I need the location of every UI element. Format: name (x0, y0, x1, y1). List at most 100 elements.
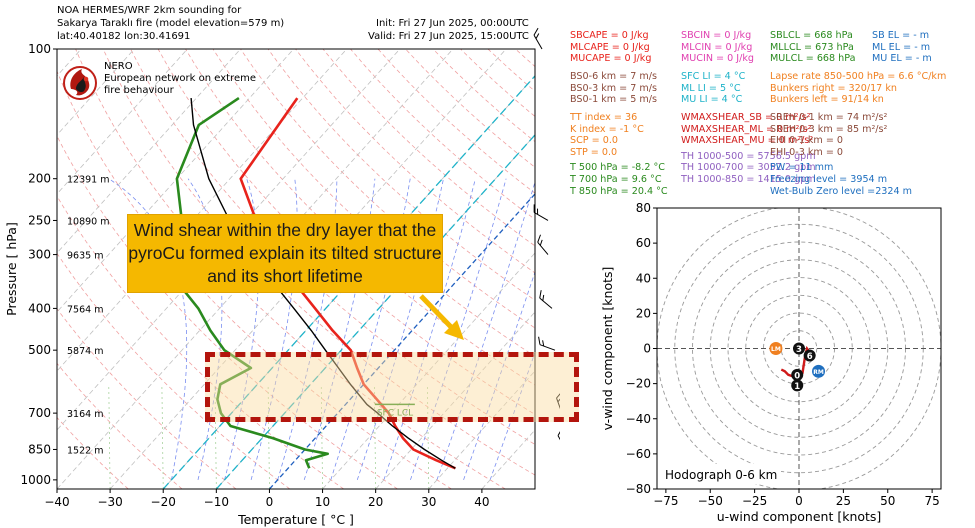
hodograph-marker-label: 0 (794, 371, 800, 381)
stat-line: SBCIN = 0 J/kg (681, 30, 752, 41)
nero-name: NERO (104, 61, 133, 72)
moist-adiabat-line (356, 178, 444, 481)
hodograph-y-tick-label: 0 (643, 342, 651, 356)
stat-line: SREH 0-1 km = 74 m²/s² (770, 111, 888, 123)
height-label: 1522 m (67, 445, 103, 456)
moist-adiabat-line (489, 351, 535, 481)
sounding-title-line1: NOA HERMES/WRF 2km sounding for (57, 5, 242, 16)
x-tick-label: −20 (151, 495, 176, 509)
stat-line: PW = 11 mm (770, 162, 834, 174)
hodograph-marker (791, 379, 804, 392)
wind-barb-shaft (556, 397, 560, 414)
stat-line: BS0-3 km = 7 m/s (570, 82, 657, 94)
moist-adiabat-line (436, 180, 535, 481)
stat-line: MLCIN = 0 J/kg (681, 41, 753, 53)
stat-line: BS0-6 km = 7 m/s (570, 70, 657, 82)
wind-shear-callout: Wind shear within the dry layer that the… (127, 214, 443, 293)
isotherm-line (109, 49, 507, 489)
hodograph-x-axis-label: u-wind component [knots] (717, 509, 882, 524)
sounding-title-line2: Sakarya Taraklı fire (model elevation=57… (57, 18, 285, 29)
isotherm-line (57, 49, 401, 431)
hodograph-y-tick-label: 20 (636, 306, 651, 320)
stat-line: MU LI = 4 °C (681, 94, 743, 106)
stat-line: T 500 hPa = -8.2 °C (570, 162, 665, 174)
hodograph-y-tick-label: 60 (636, 236, 651, 250)
stat-line: MUCAPE = 0 J/kg (570, 53, 652, 65)
wind-barb-icon (539, 290, 553, 309)
stat-line: T 700 hPa = 9.6 °C (570, 173, 662, 185)
dry-adiabat-line (57, 70, 452, 489)
dry-adiabat-line (322, 49, 535, 247)
wind-barb-shaft (557, 435, 560, 450)
stat-line: SBLCL = 668 hPa (770, 30, 853, 41)
stat-line: SCP = 0.0 (570, 135, 618, 147)
isotherm-line (57, 49, 454, 489)
hodograph-marker (791, 368, 804, 381)
wind-barb-flag (542, 294, 545, 301)
stat-line: Lapse rate 850-500 hPa = 6.6 °C/km (770, 70, 947, 82)
hodograph-marker-label: RM (813, 369, 824, 376)
stat-line: TT index = 36 (570, 111, 638, 123)
isotherm-line (534, 488, 535, 489)
dry-adiabat-line (57, 252, 291, 489)
x-tick-label: −40 (44, 495, 69, 509)
height-label: 9635 m (67, 251, 103, 262)
wind-barb-flag (537, 234, 541, 243)
hodograph-y-axis-label: v-wind component [knots] (600, 267, 615, 431)
stat-line: Bunkers right = 320/17 kn (770, 82, 897, 94)
lcl-label: SFC LCL (377, 408, 413, 418)
x-tick-label: −30 (97, 495, 122, 509)
wind-barb-flag (533, 204, 535, 213)
stat-line: TH 1000-500 = 5756.5 gpm (681, 150, 816, 162)
stat-line: SFC LI = 4 °C (681, 70, 746, 82)
hodograph-marker (812, 364, 826, 378)
hodograph-x-tick-label: 0 (795, 494, 803, 508)
stat-line: MLCAPE = 0 J/kg (570, 41, 650, 53)
stat-line: TH 1000-700 = 3052.2 gpm (681, 162, 816, 174)
stat-line: WMAXSHEAR_ML = 0 m²/s² (681, 123, 812, 135)
dry-adiabat-line (487, 49, 535, 92)
wind-barb-icon (533, 27, 543, 50)
hodograph-marker-label: LM (771, 346, 781, 353)
wind-barb-flag (537, 208, 539, 215)
hodograph-marker-label: 6 (807, 352, 813, 362)
hodograph-marker (803, 349, 816, 362)
isotherm-line (428, 370, 535, 489)
y-tick-label: 400 (28, 301, 51, 315)
dry-layer-highlight (205, 352, 579, 422)
stat-line: MU EL = - m (872, 53, 932, 65)
x-tick-label: 30 (421, 495, 436, 509)
wind-barb-shaft (533, 34, 543, 50)
moist-adiabat-line (383, 178, 476, 481)
hodograph-y-tick-label: 40 (636, 271, 651, 285)
stat-line: BS0-1 km = 5 m/s (570, 94, 657, 106)
height-label: 10890 m (67, 216, 110, 227)
height-label: 3164 m (67, 409, 103, 420)
wind-barb-icon (538, 336, 556, 351)
nero-logo: NERO European network on extreme fire be… (62, 57, 278, 111)
moist-adiabat-line (463, 270, 535, 481)
nero-tagline-1: European network on extreme (104, 73, 256, 84)
parcel-profile-line (190, 98, 456, 469)
stat-line: Wet-Bulb Zero level =2324 m (770, 185, 913, 197)
stat-line: Bunkers left = 91/14 kn (770, 94, 884, 106)
mixing-ratio-line (108, 384, 111, 489)
init-time: Init: Fri 27 Jun 2025, 00:00UTC (376, 18, 529, 29)
x-tick-label: 20 (368, 495, 383, 509)
hodograph-x-tick-label: −25 (742, 494, 767, 508)
dry-adiabat-line (57, 416, 129, 489)
wind-barb-flag (538, 336, 541, 345)
nero-tagline-2: fire behaviour (104, 85, 174, 96)
hodograph-y-tick-label: −20 (626, 377, 651, 391)
x-tick-label: 10 (315, 495, 330, 509)
wind-barb-flag (535, 33, 540, 39)
height-label: 12391 m (67, 175, 110, 186)
stat-line: TH 1000-850 = 1415.0 gpm (681, 173, 816, 185)
wind-barb-flag (533, 27, 539, 36)
stat-line: MLLCL = 673 hPa (770, 41, 854, 53)
stat-line: T 850 hPa = 20.4 °C (570, 185, 668, 197)
mixing-ratio-line (161, 384, 164, 489)
stat-line: WMAXSHEAR_SB = 0 m²/s² (681, 111, 811, 123)
x-tick-label: 0 (266, 495, 274, 509)
